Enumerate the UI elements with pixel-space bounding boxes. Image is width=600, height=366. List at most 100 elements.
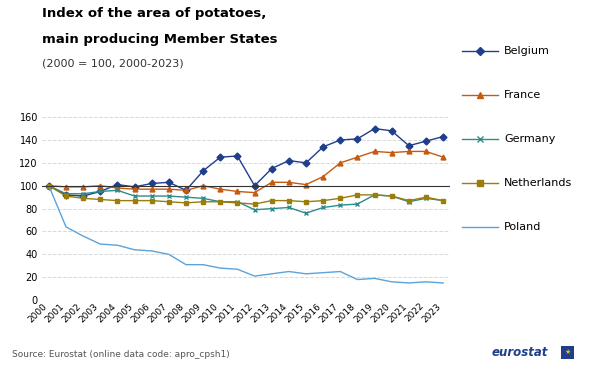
Netherlands	[182, 201, 190, 205]
Poland	[405, 281, 412, 285]
France	[217, 187, 224, 191]
Netherlands	[285, 198, 292, 203]
Belgium	[165, 180, 172, 184]
Poland	[268, 272, 275, 276]
Poland	[165, 252, 172, 257]
France	[62, 185, 70, 189]
France	[320, 175, 327, 179]
Poland	[354, 277, 361, 282]
Poland	[217, 266, 224, 270]
Germany	[114, 188, 121, 193]
Text: eurostat: eurostat	[492, 346, 548, 359]
Netherlands	[62, 194, 70, 198]
France	[200, 184, 207, 188]
Netherlands	[354, 193, 361, 197]
Germany	[302, 211, 310, 215]
Netherlands	[45, 184, 52, 188]
Poland	[200, 262, 207, 267]
Text: Netherlands: Netherlands	[504, 178, 572, 188]
Text: Poland: Poland	[504, 222, 541, 232]
Poland	[45, 184, 52, 188]
Belgium	[62, 193, 70, 197]
Germany	[337, 203, 344, 208]
Netherlands	[388, 194, 395, 198]
Germany	[165, 194, 172, 198]
Poland	[251, 274, 258, 278]
Germany	[422, 196, 430, 201]
Belgium	[371, 126, 378, 131]
France	[422, 149, 430, 154]
Germany	[148, 194, 155, 198]
Belgium	[182, 188, 190, 193]
Poland	[148, 249, 155, 253]
Germany	[131, 194, 138, 198]
Germany	[251, 208, 258, 212]
Belgium	[45, 184, 52, 188]
Germany	[268, 206, 275, 211]
Poland	[337, 269, 344, 274]
Line: Netherlands: Netherlands	[46, 183, 446, 206]
Belgium	[302, 161, 310, 165]
Netherlands	[320, 198, 327, 203]
Poland	[388, 280, 395, 284]
France	[131, 187, 138, 191]
Germany	[371, 193, 378, 197]
Poland	[114, 243, 121, 247]
Poland	[62, 225, 70, 229]
Germany	[405, 199, 412, 204]
Belgium	[422, 139, 430, 143]
Netherlands	[234, 201, 241, 205]
Line: Poland: Poland	[49, 186, 443, 283]
Belgium	[217, 155, 224, 159]
Poland	[80, 234, 87, 238]
Netherlands	[337, 196, 344, 201]
Germany	[45, 184, 52, 188]
Germany	[285, 205, 292, 210]
France	[302, 182, 310, 187]
France	[337, 161, 344, 165]
Germany	[200, 196, 207, 201]
Netherlands	[97, 197, 104, 202]
Netherlands	[268, 198, 275, 203]
Text: (2000 = 100, 2000-2023): (2000 = 100, 2000-2023)	[42, 59, 184, 68]
France	[148, 187, 155, 191]
Belgium	[268, 167, 275, 171]
Text: Germany: Germany	[504, 134, 556, 144]
Belgium	[97, 189, 104, 194]
Netherlands	[422, 195, 430, 199]
France	[405, 149, 412, 154]
Germany	[354, 202, 361, 206]
Belgium	[148, 181, 155, 186]
Poland	[422, 280, 430, 284]
France	[388, 150, 395, 155]
Poland	[131, 248, 138, 252]
France	[268, 180, 275, 184]
Text: ★: ★	[565, 350, 571, 355]
Text: Belgium: Belgium	[504, 46, 550, 56]
Germany	[440, 198, 447, 203]
France	[80, 185, 87, 189]
Germany	[62, 191, 70, 196]
Netherlands	[131, 198, 138, 203]
Netherlands	[371, 193, 378, 197]
Belgium	[200, 169, 207, 173]
Netherlands	[440, 198, 447, 203]
Netherlands	[148, 198, 155, 203]
France	[114, 186, 121, 190]
Poland	[234, 267, 241, 272]
Netherlands	[200, 199, 207, 204]
France	[440, 155, 447, 159]
Text: France: France	[504, 90, 541, 100]
Netherlands	[405, 198, 412, 203]
Netherlands	[302, 199, 310, 204]
Germany	[97, 189, 104, 194]
Netherlands	[217, 199, 224, 204]
France	[165, 187, 172, 191]
Belgium	[354, 137, 361, 141]
Poland	[320, 270, 327, 275]
Belgium	[251, 184, 258, 188]
Germany	[234, 199, 241, 204]
Belgium	[388, 129, 395, 133]
Poland	[302, 272, 310, 276]
France	[285, 180, 292, 184]
